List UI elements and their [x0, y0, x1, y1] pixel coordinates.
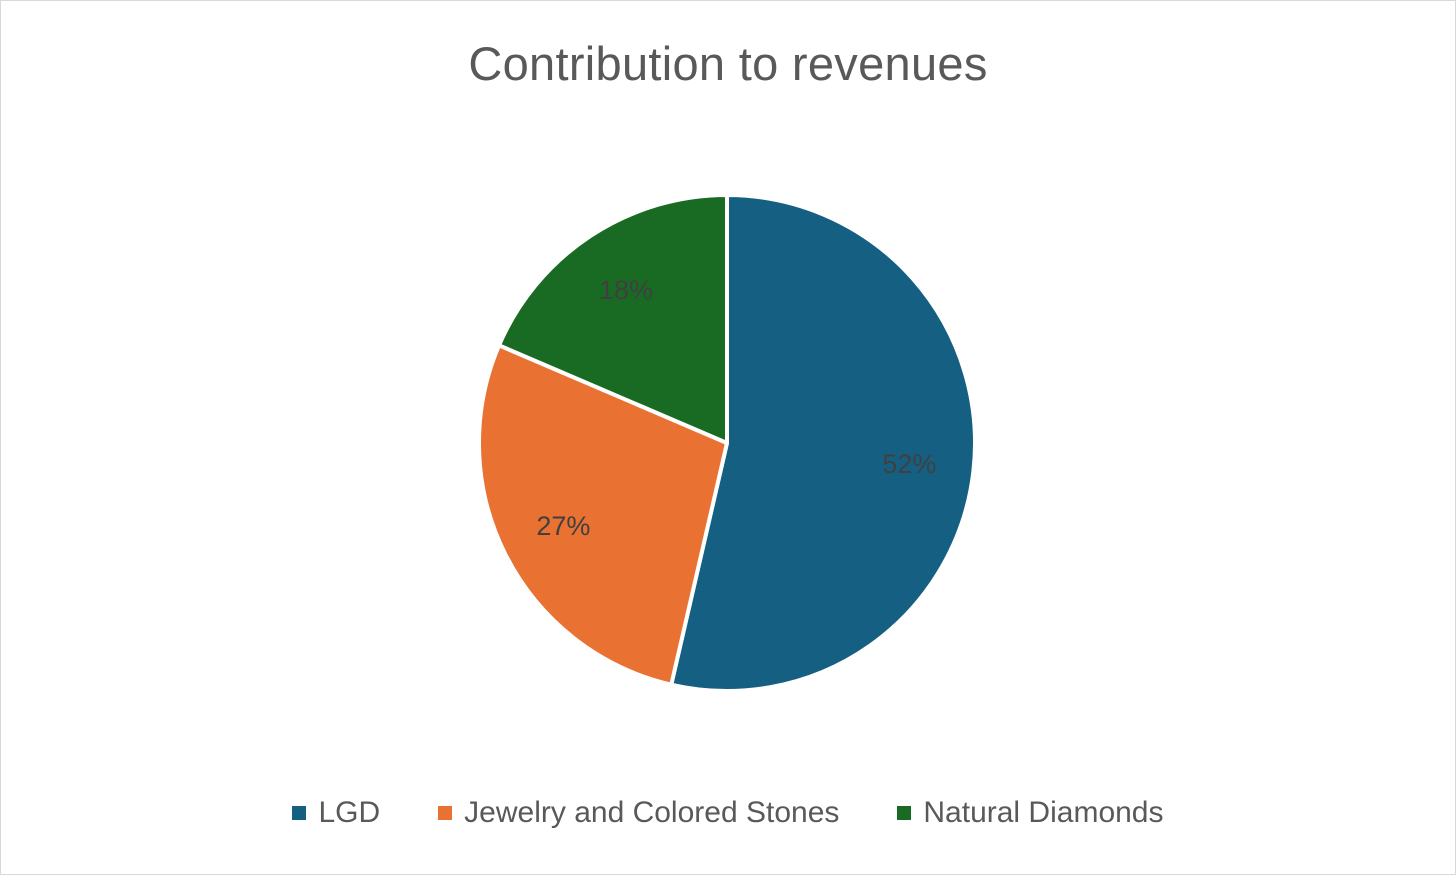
legend-swatch-lgd — [292, 806, 307, 820]
pie-labels: 52% 27% 18% — [536, 275, 936, 541]
pie-label-lgd: 52% — [882, 449, 936, 479]
legend-label-natural-diamonds: Natural Diamonds — [923, 796, 1164, 829]
pie-slice-lgd — [669, 193, 977, 693]
legend-swatch-natural-diamonds — [897, 806, 912, 820]
legend-item-lgd: LGD — [292, 796, 380, 830]
legend-swatch-jewelry — [438, 806, 453, 820]
legend-label-jewelry: Jewelry and Colored Stones — [464, 796, 840, 829]
pie-label-natural-diamonds: 18% — [599, 275, 653, 305]
legend-item-natural-diamonds: Natural Diamonds — [897, 796, 1164, 830]
chart-title: Contribution to revenues — [468, 37, 988, 90]
legend-item-jewelry: Jewelry and Colored Stones — [438, 796, 839, 830]
pie-label-jewelry: 27% — [536, 511, 590, 541]
pie-slices — [477, 193, 977, 693]
pie-slice-jewelry — [477, 343, 729, 687]
legend-label-lgd: LGD — [318, 796, 381, 829]
legend: LGD Jewelry and Colored Stones Natural D… — [0, 796, 1456, 830]
pie-slice-natural-diamonds — [497, 193, 729, 445]
